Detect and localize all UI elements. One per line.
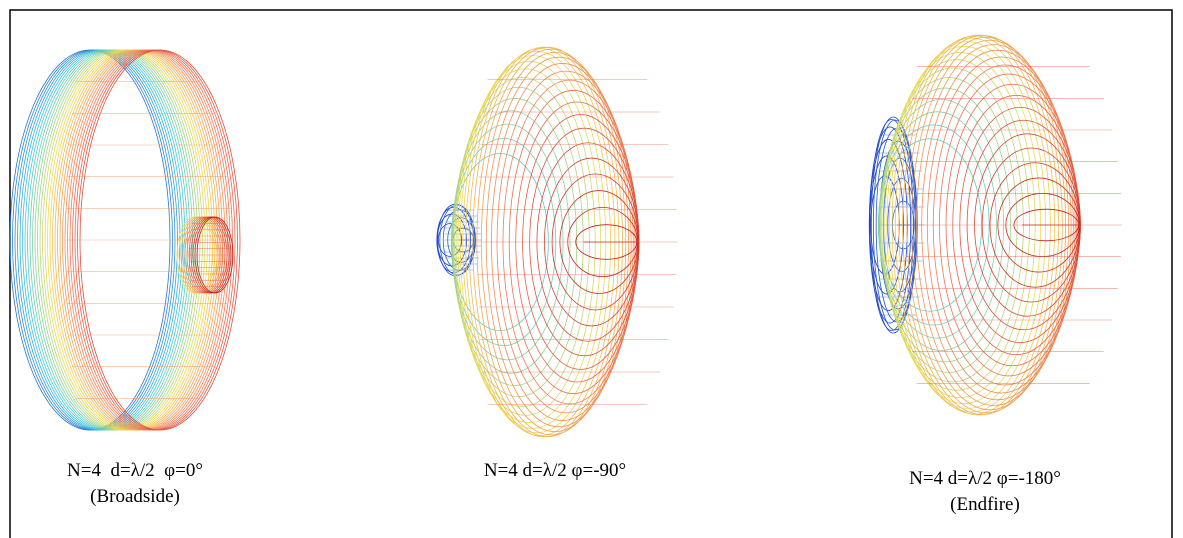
caption: N=4 d=λ/2 φ=-180° bbox=[909, 468, 1061, 489]
caption: N=4 d=λ/2 φ=0° bbox=[67, 460, 203, 481]
caption: (Endfire) bbox=[950, 494, 1020, 515]
patterns bbox=[10, 35, 1122, 437]
caption: (Broadside) bbox=[90, 486, 180, 507]
caption: N=4 d=λ/2 φ=-90° bbox=[484, 460, 626, 481]
figure: N=4 d=λ/2 φ=0° (Broadside) N=4 d=λ/2 φ=-… bbox=[0, 0, 1183, 538]
